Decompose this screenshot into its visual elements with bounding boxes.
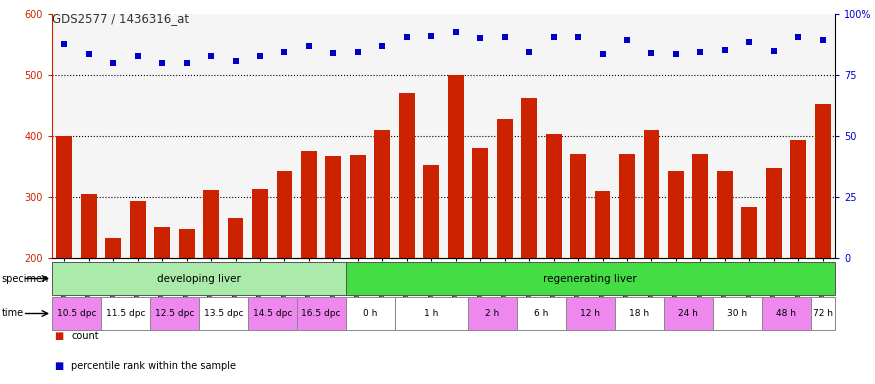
Text: 30 h: 30 h: [727, 309, 747, 318]
Bar: [252, 189, 268, 258]
Bar: [199, 297, 248, 330]
Bar: [203, 190, 219, 258]
Text: 12.5 dpc: 12.5 dpc: [155, 309, 194, 318]
Bar: [326, 156, 341, 258]
Text: 6 h: 6 h: [534, 309, 549, 318]
Bar: [570, 154, 586, 258]
Text: 72 h: 72 h: [813, 309, 833, 318]
Bar: [448, 75, 464, 258]
Bar: [374, 130, 390, 258]
Bar: [52, 262, 346, 295]
Text: 14.5 dpc: 14.5 dpc: [253, 309, 292, 318]
Text: 48 h: 48 h: [776, 309, 796, 318]
Bar: [297, 297, 346, 330]
Bar: [815, 104, 830, 258]
Text: 1 h: 1 h: [424, 309, 438, 318]
Bar: [395, 297, 468, 330]
Text: developing liver: developing liver: [157, 273, 241, 283]
Text: 24 h: 24 h: [678, 309, 698, 318]
Bar: [154, 227, 170, 258]
Bar: [101, 297, 150, 330]
Bar: [130, 201, 145, 258]
Text: percentile rank within the sample: percentile rank within the sample: [71, 361, 236, 371]
Bar: [766, 168, 781, 258]
Text: 18 h: 18 h: [629, 309, 649, 318]
Bar: [276, 171, 292, 258]
Text: ■: ■: [53, 361, 63, 371]
Bar: [346, 297, 395, 330]
Bar: [473, 148, 488, 258]
Text: 0 h: 0 h: [363, 309, 377, 318]
Text: 2 h: 2 h: [486, 309, 500, 318]
Bar: [52, 297, 101, 330]
Bar: [248, 297, 297, 330]
Bar: [643, 130, 660, 258]
Bar: [546, 134, 562, 258]
Bar: [620, 154, 635, 258]
Bar: [566, 297, 615, 330]
Bar: [105, 238, 121, 258]
Text: count: count: [71, 331, 99, 341]
Text: 12 h: 12 h: [580, 309, 600, 318]
Bar: [810, 297, 835, 330]
Bar: [424, 165, 439, 258]
Bar: [301, 151, 317, 258]
Bar: [228, 218, 243, 258]
Bar: [712, 297, 761, 330]
Bar: [178, 229, 194, 258]
Bar: [80, 194, 96, 258]
Bar: [595, 191, 611, 258]
Text: ■: ■: [53, 331, 63, 341]
Bar: [615, 297, 664, 330]
Bar: [664, 297, 712, 330]
Bar: [692, 154, 709, 258]
Bar: [741, 207, 757, 258]
Bar: [56, 136, 72, 258]
Bar: [497, 119, 513, 258]
Text: 10.5 dpc: 10.5 dpc: [57, 309, 96, 318]
Bar: [517, 297, 566, 330]
Text: time: time: [2, 308, 24, 318]
Text: 16.5 dpc: 16.5 dpc: [301, 309, 341, 318]
Bar: [399, 93, 415, 258]
Bar: [668, 171, 684, 258]
Text: GDS2577 / 1436316_at: GDS2577 / 1436316_at: [52, 12, 189, 25]
Bar: [522, 98, 537, 258]
Bar: [761, 297, 810, 330]
Bar: [717, 171, 733, 258]
Text: 11.5 dpc: 11.5 dpc: [106, 309, 145, 318]
Bar: [790, 140, 806, 258]
Text: 13.5 dpc: 13.5 dpc: [204, 309, 243, 318]
Text: specimen: specimen: [2, 273, 49, 283]
Bar: [150, 297, 199, 330]
Bar: [468, 297, 517, 330]
Text: regenerating liver: regenerating liver: [543, 273, 637, 283]
Bar: [350, 155, 366, 258]
Bar: [346, 262, 835, 295]
